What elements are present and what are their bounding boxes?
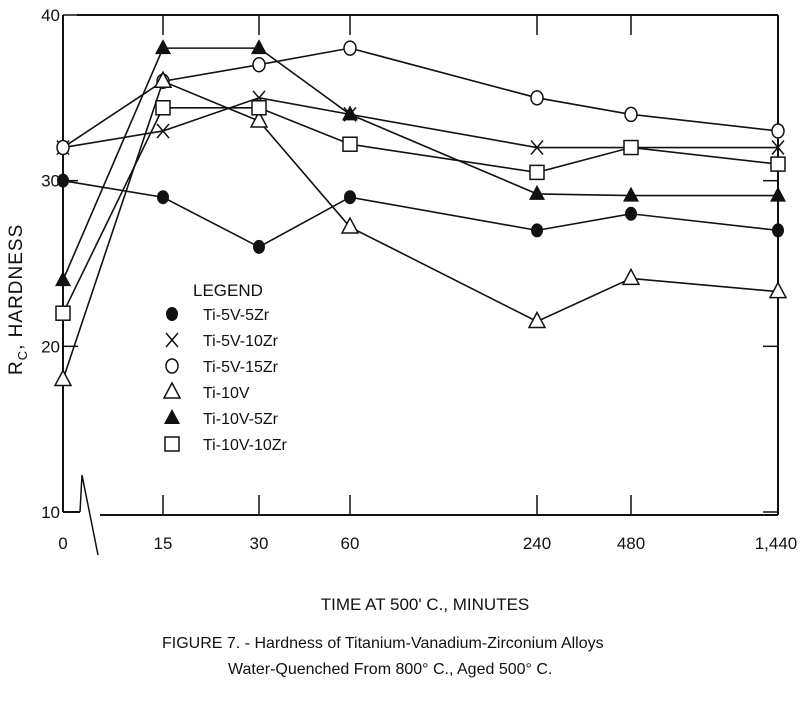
series-line <box>62 47 778 281</box>
marker-filled-circle <box>253 239 265 254</box>
marker-open-triangle <box>162 381 182 399</box>
series-line <box>62 80 779 380</box>
legend-label: Ti-5V-10Zr <box>203 333 279 350</box>
marker-open-circle <box>530 90 544 106</box>
legend-title: LEGEND <box>193 281 263 300</box>
axes <box>62 14 779 556</box>
x-tick-label: 15 <box>154 534 173 553</box>
marker-filled-triangle <box>164 409 180 424</box>
legend-item: Ti-5V-15Zr <box>165 358 279 376</box>
legend-item: Ti-10V-10Zr <box>164 436 288 454</box>
marker-open-triangle <box>527 310 547 329</box>
axis-break <box>79 474 99 556</box>
ticks: 0 15 30 60 240 480 1,440 10 20 30 40 <box>41 6 797 553</box>
series-markers <box>53 39 788 387</box>
marker-x <box>771 140 785 156</box>
marker-filled-triangle <box>251 39 267 55</box>
legend-item: Ti-10V-5Zr <box>164 409 279 428</box>
marker-open-circle <box>165 358 179 374</box>
legend-label: Ti-5V-5Zr <box>203 307 270 324</box>
y-axis-label: RC, HARDNESS <box>6 224 30 375</box>
marker-open-square <box>251 100 267 116</box>
marker-x <box>156 123 170 139</box>
x-axis-label: TIME AT 500' C., MINUTES <box>321 595 530 614</box>
marker-filled-triangle <box>342 105 358 121</box>
x-tick-label: 240 <box>523 534 551 553</box>
marker-filled-circle <box>57 173 69 188</box>
marker-filled-circle <box>157 190 169 205</box>
marker-x-stroke <box>156 123 170 139</box>
x-tick-label: 1,440 <box>755 534 798 553</box>
marker-filled-triangle <box>770 186 786 202</box>
marker-filled-triangle <box>529 184 545 200</box>
legend-item: Ti-10V <box>162 381 250 402</box>
x-tick-label: 30 <box>250 534 269 553</box>
marker-open-square <box>342 136 358 152</box>
marker-open-square <box>155 100 171 116</box>
marker-x-stroke <box>165 332 179 348</box>
legend-label: Ti-10V-10Zr <box>203 437 288 454</box>
marker-x <box>530 140 544 156</box>
marker-open-square <box>529 164 545 181</box>
legend-item: Ti-5V-5Zr <box>166 307 270 324</box>
marker-open-circle <box>252 56 266 73</box>
legend-label: Ti-10V-5Zr <box>203 411 279 428</box>
marker-open-square <box>770 156 786 172</box>
marker-filled-circle <box>625 206 637 221</box>
legend-item: Ti-5V-10Zr <box>165 332 279 350</box>
marker-filled-triangle <box>623 186 639 202</box>
marker-filled-circle <box>344 190 356 205</box>
legend: LEGEND Ti-5V-5Zr Ti-5V-10Zr Ti-5V-15Zr Ti-1… <box>162 281 288 454</box>
series-lines <box>62 47 779 380</box>
marker-open-triangle <box>768 281 788 299</box>
marker-open-circle <box>343 40 357 56</box>
marker-open-square <box>55 305 71 321</box>
marker-x-stroke <box>530 140 544 156</box>
marker-open-square <box>623 139 639 156</box>
legend-label: Ti-10V <box>203 385 250 402</box>
series-line <box>62 47 779 149</box>
legend-label: Ti-5V-15Zr <box>203 359 279 376</box>
marker-open-square <box>164 436 180 452</box>
x-tick-label: 0 <box>58 534 67 553</box>
y-tick-label: 20 <box>41 337 60 356</box>
marker-filled-triangle <box>55 271 71 287</box>
marker-filled-circle <box>531 223 543 238</box>
caption-line-2: Water-Quenched From 800° C., Aged 500° C… <box>228 661 552 678</box>
series-line <box>62 179 779 248</box>
marker-open-triangle <box>153 70 173 89</box>
marker-open-triangle <box>621 267 641 286</box>
marker-x-stroke <box>771 140 785 156</box>
marker-open-circle <box>624 106 638 123</box>
x-tick-label: 60 <box>341 534 360 553</box>
marker-filled-circle <box>166 307 178 321</box>
marker-open-triangle <box>53 368 73 387</box>
y-tick-label: 30 <box>41 172 60 191</box>
marker-open-circle <box>56 139 70 156</box>
marker-filled-circle <box>772 223 784 238</box>
y-tick-label: 40 <box>41 6 60 25</box>
marker-open-triangle <box>340 216 360 234</box>
y-tick-label: 10 <box>41 503 60 522</box>
caption-line-1: FIGURE 7. - Hardness of Titanium-Vanadiu… <box>162 635 604 652</box>
marker-x <box>165 332 179 348</box>
marker-open-circle <box>771 123 785 139</box>
marker-filled-triangle <box>155 39 171 55</box>
x-tick-label: 480 <box>617 534 645 553</box>
marker-open-triangle <box>249 110 269 128</box>
